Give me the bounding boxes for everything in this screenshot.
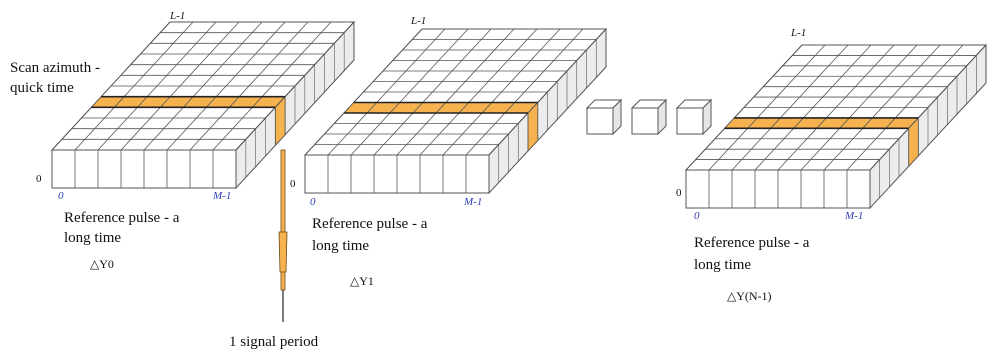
ellipsis-cubes [585, 98, 713, 136]
block-n-ref-line2: long time [694, 257, 751, 273]
block-n-axis-end: M-1 [844, 210, 863, 222]
block-0-axis-start: 0 [58, 190, 64, 202]
data-block-0 [50, 20, 356, 190]
ellipsis-cube-side [702, 98, 712, 136]
block-n-delta-label: △Y(N-1) [727, 289, 772, 303]
ellipsis-cube-side [657, 98, 667, 136]
signal-period-label: 1 signal period [229, 334, 319, 350]
block-1-ref-line1: Reference pulse - a [312, 216, 428, 232]
ellipsis-cube-front [586, 107, 614, 135]
signal-period-probe [278, 149, 288, 322]
probe-bulge [278, 231, 288, 273]
block-1-top-label: L-1 [410, 15, 426, 27]
block-0-axis-end: M-1 [212, 190, 231, 202]
block-0-origin-label: 0 [36, 173, 42, 185]
block-1-origin-label: 0 [290, 178, 296, 190]
block-0-delta-label: △Y0 [90, 257, 114, 271]
block-n-ref-line1: Reference pulse - a [694, 235, 810, 251]
block-0-top-label: L-1 [169, 10, 185, 22]
block-n-axis-start: 0 [694, 210, 700, 222]
ellipsis-cube-side [612, 98, 622, 136]
block-0-ref-line1: Reference pulse - a [64, 210, 180, 226]
block-n-origin-label: 0 [676, 187, 682, 199]
block-1-delta-label: △Y1 [350, 274, 374, 288]
block-1-ref-line2: long time [312, 238, 369, 254]
scan-azimuth-label-line2: quick time [10, 80, 74, 96]
data-block-1 [303, 27, 608, 195]
block-n-top-label: L-1 [790, 27, 806, 39]
scan-azimuth-label-line1: Scan azimuth - [10, 60, 100, 76]
block-1-axis-end: M-1 [463, 196, 482, 208]
data-block-n-minus-1 [684, 43, 988, 210]
ellipsis-cube-front [631, 107, 659, 135]
block-1-axis-start: 0 [310, 196, 316, 208]
ellipsis-cube-front [676, 107, 704, 135]
block-0-ref-line2: long time [64, 230, 121, 246]
